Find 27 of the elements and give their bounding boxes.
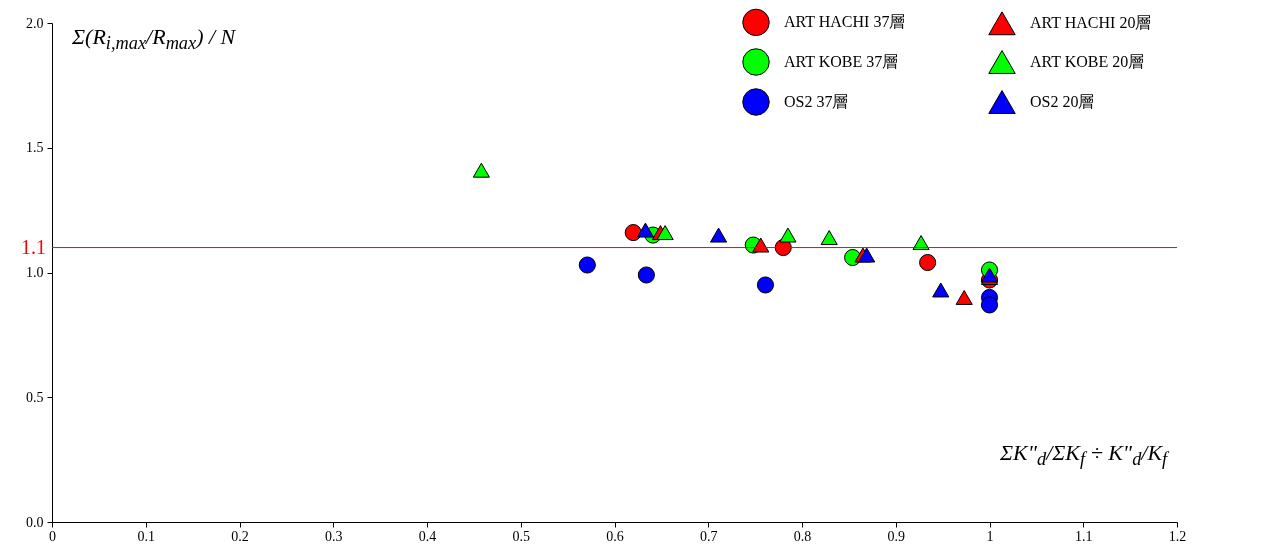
x-tick-label: 1.2	[1168, 528, 1187, 544]
y-axis-title: Σ(R$_{i,max}$/R$_{max}$) / N	[72, 24, 236, 55]
x-tick-label: 0	[49, 528, 56, 544]
legend-label: OS2 37層	[784, 93, 849, 110]
legend-label: ART HACHI 20層	[1030, 14, 1152, 32]
x-tick-label: 0.4	[418, 528, 437, 544]
legend-label: ART KOBE 20層	[1030, 53, 1145, 70]
y-tick-label: 1.5	[26, 140, 44, 156]
x-tick-label: 0.7	[700, 528, 718, 544]
y-tick-label: 2.0	[26, 15, 44, 31]
y-tick-label: 0.5	[26, 389, 44, 405]
x-tick-label: 1	[986, 528, 994, 544]
x-tick-label: 0.6	[606, 528, 624, 544]
x-tick-label: 1.1	[1075, 528, 1093, 544]
x-tick-label: 0.8	[793, 528, 812, 544]
x-tick-label: 0.3	[325, 528, 343, 544]
x-axis-title: ΣK"$_{d}$/ΣK$_{f}$ ÷ K"$_{d}$/K$_{f}$	[1000, 440, 1168, 471]
x-tick-label: 0.5	[512, 528, 530, 544]
x-tick-label: 0.9	[887, 528, 905, 544]
y-tick-label: 0.0	[26, 514, 44, 530]
ref-line-label: 1.1	[21, 235, 46, 258]
legend-label: ART HACHI 37層	[784, 13, 906, 31]
x-tick-label: 0.1	[137, 528, 155, 544]
legend-label: OS2 20層	[1030, 93, 1095, 110]
legend-label: ART KOBE 37層	[784, 53, 899, 70]
x-tick-label: 0.2	[231, 528, 249, 544]
y-tick-label: 1.0	[26, 265, 44, 280]
